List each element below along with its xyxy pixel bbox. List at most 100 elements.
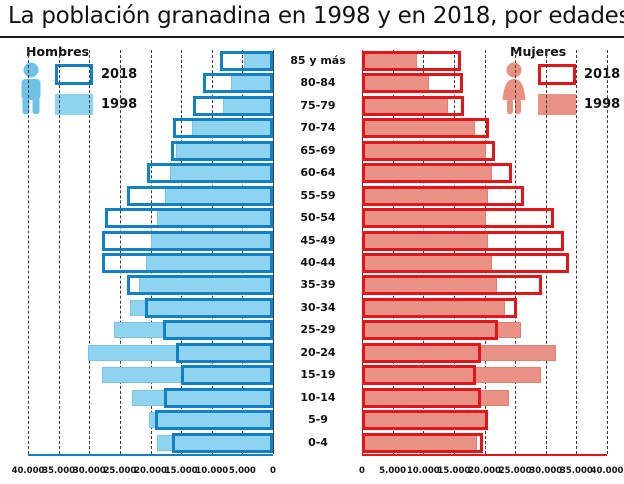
legend-mujeres-item-1998: 1998 [538, 94, 620, 115]
legend-hombres-item-2018: 2018 [55, 64, 137, 85]
legend-hombres-heading: Hombres [26, 44, 90, 59]
bar-row [28, 117, 273, 140]
bar-row [362, 72, 607, 95]
age-label-55-59: 55-59 [300, 188, 336, 202]
legend-mujeres-heading: Mujeres [510, 44, 567, 59]
age-label-65-69: 65-69 [300, 143, 336, 157]
age-label-85-y-más: 85 y más [290, 54, 346, 67]
bar-row [362, 252, 607, 275]
bar-2018-75-79 [193, 95, 273, 116]
bar-2018-30-34 [145, 297, 273, 318]
tick-label-35.000: 35.000 [42, 466, 76, 476]
age-group-labels: 85 y más 80-84 75-79 70-74 65-69 60-64 55-59 50… [273, 50, 363, 454]
tick-label-40.000: 40.000 [11, 466, 45, 476]
bar-2018-40-44 [101, 253, 273, 273]
legend-hombres-item-1998: 1998 [55, 94, 137, 115]
legend-hombres-2018-label: 2018 [101, 67, 138, 82]
bar-2018-5-9 [155, 410, 273, 431]
bar-row [362, 162, 607, 185]
bar-2018-55-59 [362, 185, 525, 206]
bar-row [28, 432, 273, 455]
tick-label-5.000: 5.000 [379, 466, 407, 476]
age-label-40-44: 40-44 [300, 256, 336, 269]
female-pictogram [502, 62, 526, 114]
bar-2018-75-79 [362, 95, 464, 116]
tick-label-0: 0 [270, 466, 276, 476]
bar-2018-35-39 [362, 275, 543, 296]
bar-2018-60-64 [147, 163, 273, 184]
legend-hombres-1998-label: 1998 [101, 97, 138, 112]
bars-mujeres [362, 50, 607, 454]
axis-line-right [362, 454, 607, 456]
bar-2018-15-19 [181, 365, 273, 386]
bar-2018-85-y-más [220, 51, 273, 71]
age-label-10-14: 10-14 [300, 390, 336, 404]
bar-row [28, 409, 273, 432]
age-label-15-19: 15-19 [300, 368, 336, 382]
bar-row [28, 72, 273, 95]
legend-hombres: Hombres 2018 1998 [0, 40, 170, 120]
bar-row [28, 319, 273, 342]
legend-swatch-fill-female [538, 94, 576, 115]
bar-2018-45-49 [101, 230, 273, 251]
bar-2018-5-9 [362, 410, 488, 431]
bar-row [362, 319, 607, 342]
bar-row [28, 95, 273, 118]
bar-row [28, 230, 273, 253]
bar-row [28, 252, 273, 275]
age-label-50-54: 50-54 [300, 211, 336, 225]
bar-row [362, 140, 607, 163]
bar-row [28, 162, 273, 185]
bar-2018-70-74 [172, 118, 273, 139]
bar-row [362, 387, 607, 410]
bar-2018-45-49 [362, 230, 565, 251]
age-label-60-64: 60-64 [300, 166, 336, 180]
legend-mujeres-2018-label: 2018 [584, 67, 621, 82]
bar-row [28, 207, 273, 230]
bar-2018-40-44 [362, 253, 570, 273]
bars-hombres [28, 50, 273, 454]
chart-panel-hombres [28, 50, 274, 454]
axis-line-left [28, 454, 273, 456]
tick-label-25.000: 25.000 [103, 466, 137, 476]
tick-label-20.000: 20.000 [134, 466, 167, 476]
bar-2018-30-34 [362, 297, 517, 318]
title-divider [0, 36, 624, 38]
bar-2018-80-84 [362, 73, 464, 94]
bar-row [28, 185, 273, 208]
bar-row [28, 342, 273, 365]
bar-row [28, 387, 273, 410]
page-title: La población granadina en 1998 y en 2018… [8, 3, 624, 29]
bar-row [362, 185, 607, 208]
tick-label-15.000: 15.000 [164, 466, 198, 476]
title-bar: La población granadina en 1998 y en 2018… [0, 0, 624, 38]
bar-row [362, 297, 607, 320]
tick-label-35.000: 35.000 [559, 466, 593, 476]
tick-label-25.000: 25.000 [498, 466, 532, 476]
tick-label-30.000: 30.000 [72, 466, 106, 476]
legend-mujeres: Mujeres 2018 1998 [486, 40, 624, 120]
bar-row [362, 117, 607, 140]
bar-row [362, 274, 607, 297]
legend-swatch-outline-male [55, 64, 93, 85]
tick-label-20.000: 20.000 [468, 466, 501, 476]
bar-2018-80-84 [203, 73, 273, 94]
bar-row [28, 297, 273, 320]
age-label-35-39: 35-39 [300, 278, 336, 292]
bar-2018-10-14 [362, 387, 482, 408]
tick-label-5.000: 5.000 [228, 466, 256, 476]
age-label-45-49: 45-49 [300, 233, 336, 247]
tick-label-40.000: 40.000 [590, 466, 624, 476]
bar-row [362, 432, 607, 455]
bar-2018-10-14 [163, 387, 273, 408]
tick-label-15.000: 15.000 [437, 466, 471, 476]
bar-2018-50-54 [362, 208, 555, 229]
bar-2018-0-4 [362, 432, 484, 453]
age-label-20-24: 20-24 [300, 345, 336, 359]
tick-label-10.000: 10.000 [406, 466, 440, 476]
bar-2018-85-y-más [362, 51, 462, 71]
bar-row [28, 364, 273, 387]
bar-2018-25-29 [162, 320, 273, 341]
bar-2018-55-59 [127, 185, 273, 206]
